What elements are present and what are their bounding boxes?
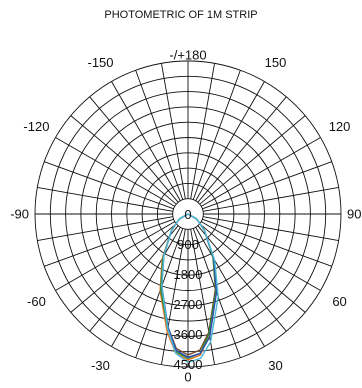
angle-label: 120 xyxy=(329,119,351,134)
grid-ray xyxy=(37,217,173,241)
radial-tick-label: 1800 xyxy=(174,267,203,282)
radial-tick-label: 0 xyxy=(184,207,191,222)
grid-ray xyxy=(191,63,215,199)
grid-ray xyxy=(203,187,339,211)
angle-label: 150 xyxy=(265,55,287,70)
angle-label: -60 xyxy=(27,294,46,309)
angle-label: -120 xyxy=(23,119,49,134)
chart-title: PHOTOMETRIC OF 1M STRIP xyxy=(104,9,257,21)
grid-ray xyxy=(161,63,185,199)
angle-label: 90 xyxy=(347,207,361,222)
angle-label: -90 xyxy=(10,207,29,222)
angle-label: -150 xyxy=(87,55,113,70)
angle-label: -/+180 xyxy=(169,48,206,63)
angle-label: 30 xyxy=(268,358,282,373)
radial-tick-label: 900 xyxy=(177,237,199,252)
grid-ray xyxy=(37,187,173,211)
radial-tick-label: 3600 xyxy=(174,327,203,342)
radial-tick-label: 2700 xyxy=(174,297,203,312)
angle-label: -30 xyxy=(91,358,110,373)
angle-label: 60 xyxy=(332,294,346,309)
radial-tick-label: 4500 xyxy=(174,357,203,372)
grid-ray xyxy=(203,217,339,241)
